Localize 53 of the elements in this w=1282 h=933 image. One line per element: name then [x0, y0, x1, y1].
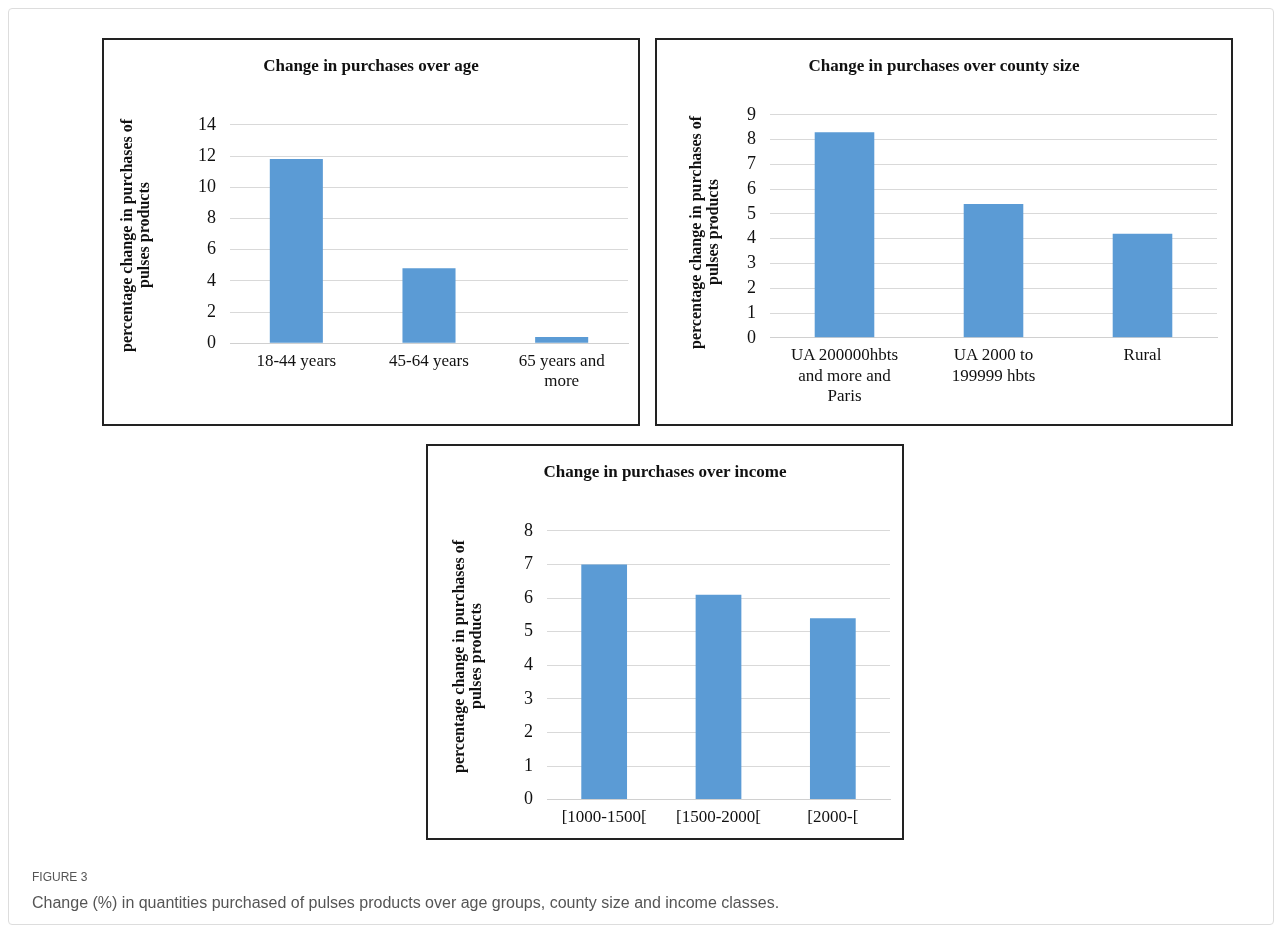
y-tick-label: 1: [747, 301, 756, 322]
x-tick-label: 65 years and more: [518, 350, 606, 391]
text: Change (%) in quantities purchased of pulses products over age groups, county size and income classes.: [32, 894, 780, 912]
y-tick-label: 6: [207, 238, 216, 259]
bar: [402, 268, 456, 343]
bar: [814, 132, 875, 338]
y-tick-label: 0: [524, 788, 533, 809]
y-tick-label: 12: [198, 144, 216, 165]
x-tick-label: [2000-[: [807, 807, 859, 827]
y-axis-title: percentage change in purchases of pulses products: [687, 114, 721, 352]
y-tick-label: 8: [747, 128, 756, 149]
y-tick-label: 0: [207, 331, 216, 352]
y-tick-label: 6: [747, 177, 756, 198]
bar: [1112, 233, 1173, 338]
y-tick-label: 14: [198, 113, 216, 134]
y-tick-label: 4: [524, 653, 533, 674]
caption: FIGURE 3: [32, 870, 88, 884]
y-tick-label: 7: [524, 553, 533, 574]
bar: [963, 204, 1024, 338]
y-tick-label: 9: [747, 103, 756, 124]
chart-title: Change in purchases over age: [262, 56, 480, 76]
bar: [269, 159, 323, 343]
y-tick-label: 10: [198, 175, 216, 196]
y-tick-label: 2: [747, 276, 756, 297]
y-tick-label: 4: [207, 269, 216, 290]
y-tick-label: 1: [524, 754, 533, 775]
x-tick-label: UA 2000 to 199999 hbts: [951, 345, 1036, 385]
bar: [535, 336, 589, 343]
y-tick-label: 6: [524, 586, 533, 607]
x-tick-label: 18-44 years: [256, 350, 337, 370]
y-tick-label: 7: [747, 153, 756, 174]
y-tick-label: 8: [207, 207, 216, 228]
y-tick-label: 3: [747, 252, 756, 273]
y-tick-label: 5: [524, 620, 533, 641]
y-axis-title: percentage change in purchases of pulses products: [450, 538, 484, 775]
y-tick-label: 5: [747, 202, 756, 223]
y-tick-label: 4: [747, 227, 756, 248]
chart-title: Change in purchases over income: [542, 462, 788, 482]
y-axis-title: percentage change in purchases of pulses products: [118, 117, 152, 354]
bar: [581, 564, 628, 800]
bar: [695, 594, 742, 800]
y-tick-label: 8: [524, 519, 533, 540]
bar: [809, 618, 856, 800]
chart-title: Change in purchases over county size: [807, 56, 1081, 76]
x-tick-label: 45-64 years: [389, 350, 469, 370]
x-tick-label: [1500-2000[: [676, 807, 762, 827]
y-tick-label: 2: [524, 721, 533, 742]
y-tick-label: 0: [747, 326, 756, 347]
y-tick-label: 3: [524, 687, 533, 708]
x-tick-label: UA 200000hbts and more and Paris: [790, 345, 899, 406]
x-tick-label: Rural: [1123, 345, 1162, 365]
x-tick-label: [1000-1500[: [561, 807, 647, 827]
y-tick-label: 2: [207, 300, 216, 321]
